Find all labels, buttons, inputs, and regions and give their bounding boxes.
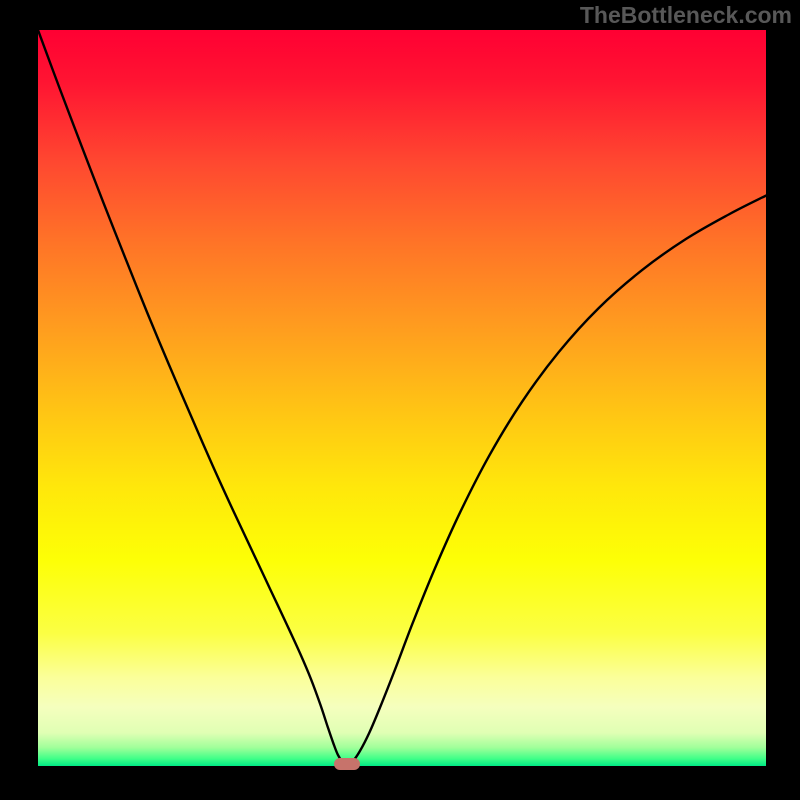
optimum-marker: [334, 758, 360, 770]
curve-left-branch: [38, 30, 347, 765]
curve-right-branch: [347, 196, 766, 765]
chart-container: TheBottleneck.com: [0, 0, 800, 800]
watermark-text: TheBottleneck.com: [580, 2, 792, 29]
plot-area: [38, 30, 766, 766]
bottleneck-curve: [38, 30, 766, 766]
